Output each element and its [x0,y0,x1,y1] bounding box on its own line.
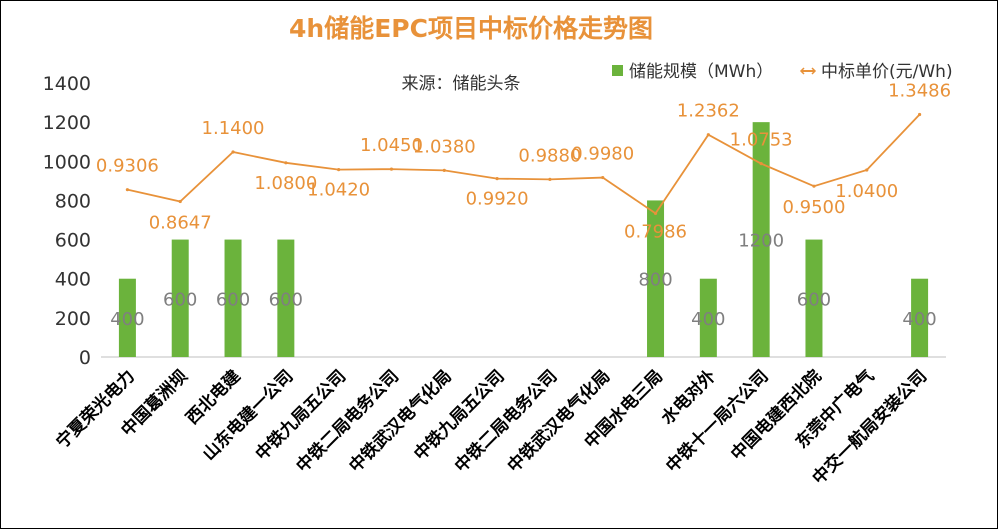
bar [224,239,242,357]
line-data-label: 1.0450 [360,135,423,156]
line-point [337,168,341,172]
y-tick-label: 400 [55,269,91,291]
line-data-label: 1.3486 [888,81,951,102]
line-point [389,167,394,171]
category-label: 中铁九局五公司 [251,366,350,465]
y-tick-label: 600 [55,230,91,252]
category-label: 中国电建西北院 [727,366,826,465]
line-path [127,113,921,215]
bar-data-label: 1200 [738,231,784,252]
bar-data-label: 400 [691,309,725,330]
line-data-label: 1.0753 [730,130,793,151]
line-point [231,150,235,154]
bar [699,278,717,357]
line-point [442,168,446,172]
bar [277,239,295,357]
bar [118,278,136,357]
y-tick-label: 1400 [43,73,91,95]
chart-title: 4h储能EPC项目中标价格走势图 [289,14,653,43]
line-point [601,175,605,180]
legend-bar-swatch [612,65,623,76]
bar-data-label: 400 [110,309,144,330]
y-tick-label: 800 [55,190,91,212]
bar [805,239,823,357]
line-data-label: 0.9306 [96,156,159,177]
chart-subtitle: 来源：储能头条 [402,74,521,94]
bar-data-label: 600 [269,289,303,310]
line-point [178,199,182,204]
line-data-label: 0.9880 [518,145,581,166]
line-point [284,161,288,165]
line-data-label: 0.9920 [466,189,529,210]
line-data-label: 0.9500 [782,197,845,218]
bar-series [118,122,929,358]
y-tick-label: 0 [79,347,91,369]
bar-data-label: 400 [902,309,936,330]
legend-bar-label: 储能规模（MWh） [629,62,773,82]
line-point [759,162,763,166]
line-point [125,188,130,192]
line-data-label: 0.8647 [149,213,212,234]
bar [911,278,929,357]
bar-data-label: 800 [638,270,672,291]
legend: 储能规模（MWh） 中标单价(元/Wh) [612,62,953,82]
category-label: 宁夏荣光电力 [52,366,139,453]
x-axis-categories: 宁夏荣光电力中国葛洲坝西北电建山东电建一公司中铁九局五公司中铁二局电务公司中铁武… [52,366,931,489]
line-data-label: 1.0420 [307,180,370,201]
bar-data-labels: 400 600 600 600 800 400 1200 600 400 [110,231,937,330]
bar [171,239,189,357]
bar [647,200,665,357]
bar [752,122,770,358]
line-point [865,168,869,172]
line-data-label: 1.0800 [254,173,317,194]
line-data-label: 0.7986 [624,221,687,242]
category-label: 山东电建一公司 [198,366,297,465]
bar-data-label: 600 [163,289,197,310]
category-label: 中铁九局五公司 [410,366,509,465]
legend-line-label: 中标单价(元/Wh) [821,62,953,82]
line-data-label: 1.0380 [413,136,476,157]
y-tick-label: 1000 [43,151,91,173]
line-point [653,211,658,216]
line-data-label: 1.2362 [677,101,740,122]
line-point [495,177,499,181]
line-series [125,112,922,216]
bar-data-label: 600 [216,289,250,310]
line-point [812,184,816,188]
line-data-label: 1.1400 [202,118,265,139]
line-point [917,112,922,117]
y-tick-label: 1200 [43,112,91,134]
y-axis: 0 200 400 600 800 1000 1200 1400 [43,73,91,369]
legend-line-swatch-left-arrow [799,67,805,75]
line-point [548,177,552,181]
line-data-label: 1.0400 [835,181,898,202]
line-data-label: 0.9980 [571,144,634,165]
y-tick-label: 200 [55,308,91,330]
legend-line-swatch-right-arrow [811,67,817,75]
line-point [706,133,710,137]
bar-data-label: 600 [797,289,831,310]
